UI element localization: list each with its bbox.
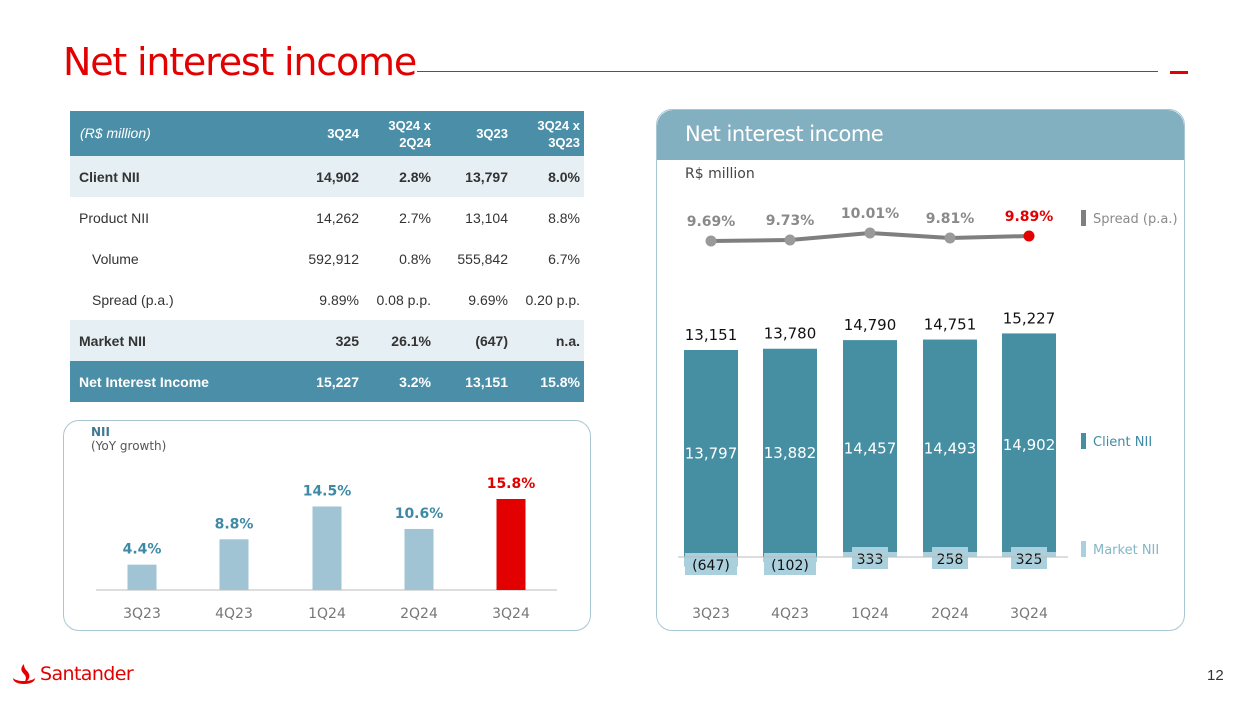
brand-name: Santander	[40, 663, 133, 685]
yoy-x-tick: 4Q23	[215, 606, 253, 622]
total-nii-label: 13,780	[764, 325, 817, 343]
santander-logo: Santander	[12, 663, 133, 685]
client-nii-label: 13,797	[685, 445, 738, 463]
legend-label: Market NII	[1093, 543, 1159, 558]
spread-label: 10.01%	[841, 206, 899, 222]
spread-label: 9.81%	[926, 211, 975, 227]
legend-label: Spread (p.a.)	[1093, 212, 1178, 227]
page-number: 12	[1207, 667, 1224, 684]
spread-point	[945, 233, 956, 244]
spread-label: 9.89%	[1005, 209, 1054, 225]
nii-x-tick: 2Q24	[931, 606, 969, 622]
legend-swatch	[1081, 433, 1086, 449]
client-nii-label: 13,882	[764, 444, 817, 462]
yoy-bar	[405, 529, 434, 590]
yoy-x-tick: 3Q23	[123, 606, 161, 622]
market-nii-label: (102)	[771, 558, 809, 574]
yoy-value-label: 15.8%	[487, 476, 536, 492]
spread-label: 9.69%	[687, 214, 736, 230]
yoy-bar	[313, 506, 342, 590]
client-nii-label: 14,902	[1003, 436, 1056, 454]
total-nii-label: 14,751	[924, 316, 977, 334]
spread-point	[785, 235, 796, 246]
total-nii-label: 13,151	[685, 326, 738, 344]
total-nii-label: 14,790	[844, 316, 897, 334]
yoy-value-label: 8.8%	[215, 516, 254, 532]
nii-x-tick: 3Q24	[1010, 606, 1048, 622]
flame-icon	[12, 663, 36, 685]
nii-x-tick: 4Q23	[771, 606, 809, 622]
yoy-bar	[128, 565, 157, 590]
yoy-x-tick: 3Q24	[492, 606, 530, 622]
total-nii-label: 15,227	[1003, 309, 1056, 327]
spread-point	[706, 236, 717, 247]
charts-layer: 4.4% 3Q23 8.8% 4Q23 14.5% 1Q24 10.6% 2Q24 15.8% 3…	[0, 0, 1246, 701]
yoy-value-label: 10.6%	[395, 506, 444, 522]
yoy-bar	[497, 499, 526, 590]
legend-swatch	[1081, 541, 1086, 557]
yoy-value-label: 4.4%	[123, 542, 162, 558]
legend-swatch	[1081, 210, 1086, 226]
market-nii-label: (647)	[692, 558, 730, 574]
yoy-x-tick: 2Q24	[400, 606, 438, 622]
market-nii-label: 333	[857, 552, 884, 568]
market-nii-label: 325	[1016, 552, 1043, 568]
spread-point	[865, 228, 876, 239]
nii-x-tick: 1Q24	[851, 606, 889, 622]
yoy-value-label: 14.5%	[303, 483, 352, 499]
market-nii-label: 258	[937, 552, 964, 568]
yoy-x-tick: 1Q24	[308, 606, 346, 622]
spread-label: 9.73%	[766, 213, 815, 229]
client-nii-label: 14,493	[924, 439, 977, 457]
client-nii-label: 14,457	[844, 440, 897, 458]
nii-x-tick: 3Q23	[692, 606, 730, 622]
legend-label: Client NII	[1093, 435, 1152, 450]
yoy-bar	[220, 539, 249, 590]
spread-point	[1024, 231, 1035, 242]
